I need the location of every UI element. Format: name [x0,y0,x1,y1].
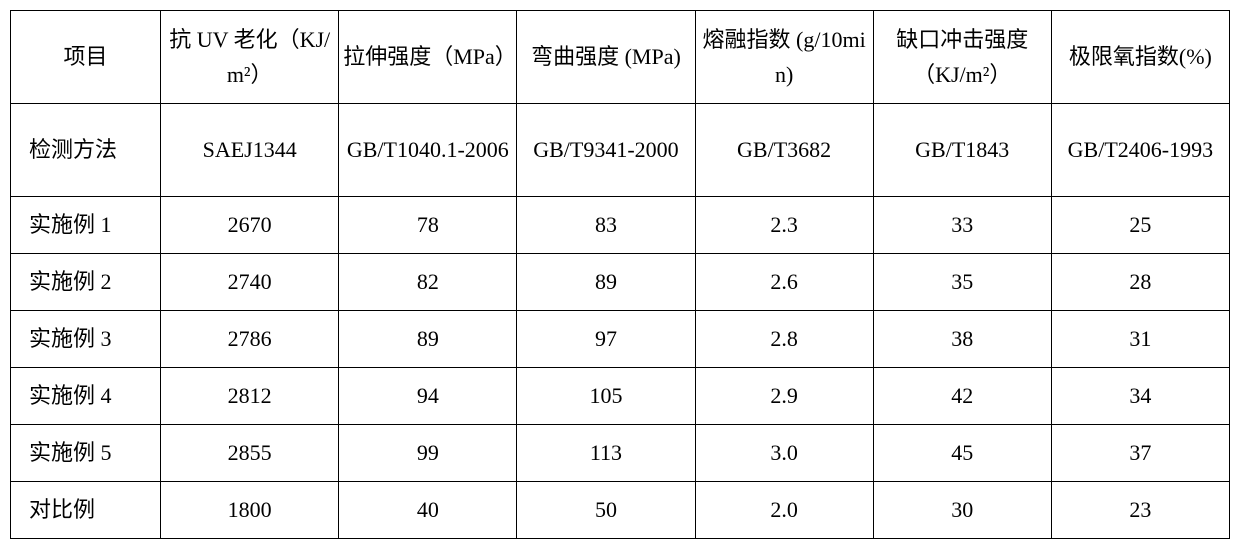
method-loi: GB/T2406-1993 [1051,104,1229,197]
cell: 2.8 [695,311,873,368]
cell: 2670 [161,197,339,254]
cell: 2.3 [695,197,873,254]
cell: 2740 [161,254,339,311]
cell: 34 [1051,368,1229,425]
col-header-project: 项目 [11,11,161,104]
cell: 25 [1051,197,1229,254]
table-method-row: 检测方法 SAEJ1344 GB/T1040.1-2006 GB/T9341-2… [11,104,1230,197]
cell: 50 [517,482,695,539]
cell: 33 [873,197,1051,254]
col-header-impact: 缺口冲击强度（KJ/m²） [873,11,1051,104]
cell: 78 [339,197,517,254]
col-header-tensile: 拉伸强度（MPa） [339,11,517,104]
cell: 2855 [161,425,339,482]
method-impact: GB/T1843 [873,104,1051,197]
table-row: 实施例 1 2670 78 83 2.3 33 25 [11,197,1230,254]
cell: 3.0 [695,425,873,482]
cell: 2.6 [695,254,873,311]
cell: 28 [1051,254,1229,311]
cell: 97 [517,311,695,368]
cell: 2812 [161,368,339,425]
cell: 113 [517,425,695,482]
table-row: 对比例 1800 40 50 2.0 30 23 [11,482,1230,539]
cell: 37 [1051,425,1229,482]
col-header-melt: 熔融指数 (g/10min) [695,11,873,104]
row-label: 实施例 3 [11,311,161,368]
cell: 38 [873,311,1051,368]
cell: 99 [339,425,517,482]
cell: 30 [873,482,1051,539]
col-header-uv: 抗 UV 老化（KJ/m²） [161,11,339,104]
cell: 1800 [161,482,339,539]
method-uv: SAEJ1344 [161,104,339,197]
row-label: 对比例 [11,482,161,539]
table-header-row: 项目 抗 UV 老化（KJ/m²） 拉伸强度（MPa） 弯曲强度 (MPa) 熔… [11,11,1230,104]
cell: 2786 [161,311,339,368]
cell: 89 [517,254,695,311]
table-row: 实施例 4 2812 94 105 2.9 42 34 [11,368,1230,425]
col-header-loi: 极限氧指数(%) [1051,11,1229,104]
cell: 31 [1051,311,1229,368]
row-label: 实施例 4 [11,368,161,425]
table-row: 实施例 5 2855 99 113 3.0 45 37 [11,425,1230,482]
properties-table: 项目 抗 UV 老化（KJ/m²） 拉伸强度（MPa） 弯曲强度 (MPa) 熔… [10,10,1230,539]
cell: 45 [873,425,1051,482]
method-tensile: GB/T1040.1-2006 [339,104,517,197]
method-row-label: 检测方法 [11,104,161,197]
table-row: 实施例 3 2786 89 97 2.8 38 31 [11,311,1230,368]
cell: 2.9 [695,368,873,425]
row-label: 实施例 2 [11,254,161,311]
cell: 89 [339,311,517,368]
method-flexural: GB/T9341-2000 [517,104,695,197]
cell: 35 [873,254,1051,311]
table-row: 实施例 2 2740 82 89 2.6 35 28 [11,254,1230,311]
method-melt: GB/T3682 [695,104,873,197]
cell: 94 [339,368,517,425]
cell: 105 [517,368,695,425]
col-header-flexural: 弯曲强度 (MPa) [517,11,695,104]
cell: 23 [1051,482,1229,539]
cell: 2.0 [695,482,873,539]
cell: 42 [873,368,1051,425]
cell: 82 [339,254,517,311]
row-label: 实施例 1 [11,197,161,254]
cell: 40 [339,482,517,539]
row-label: 实施例 5 [11,425,161,482]
cell: 83 [517,197,695,254]
